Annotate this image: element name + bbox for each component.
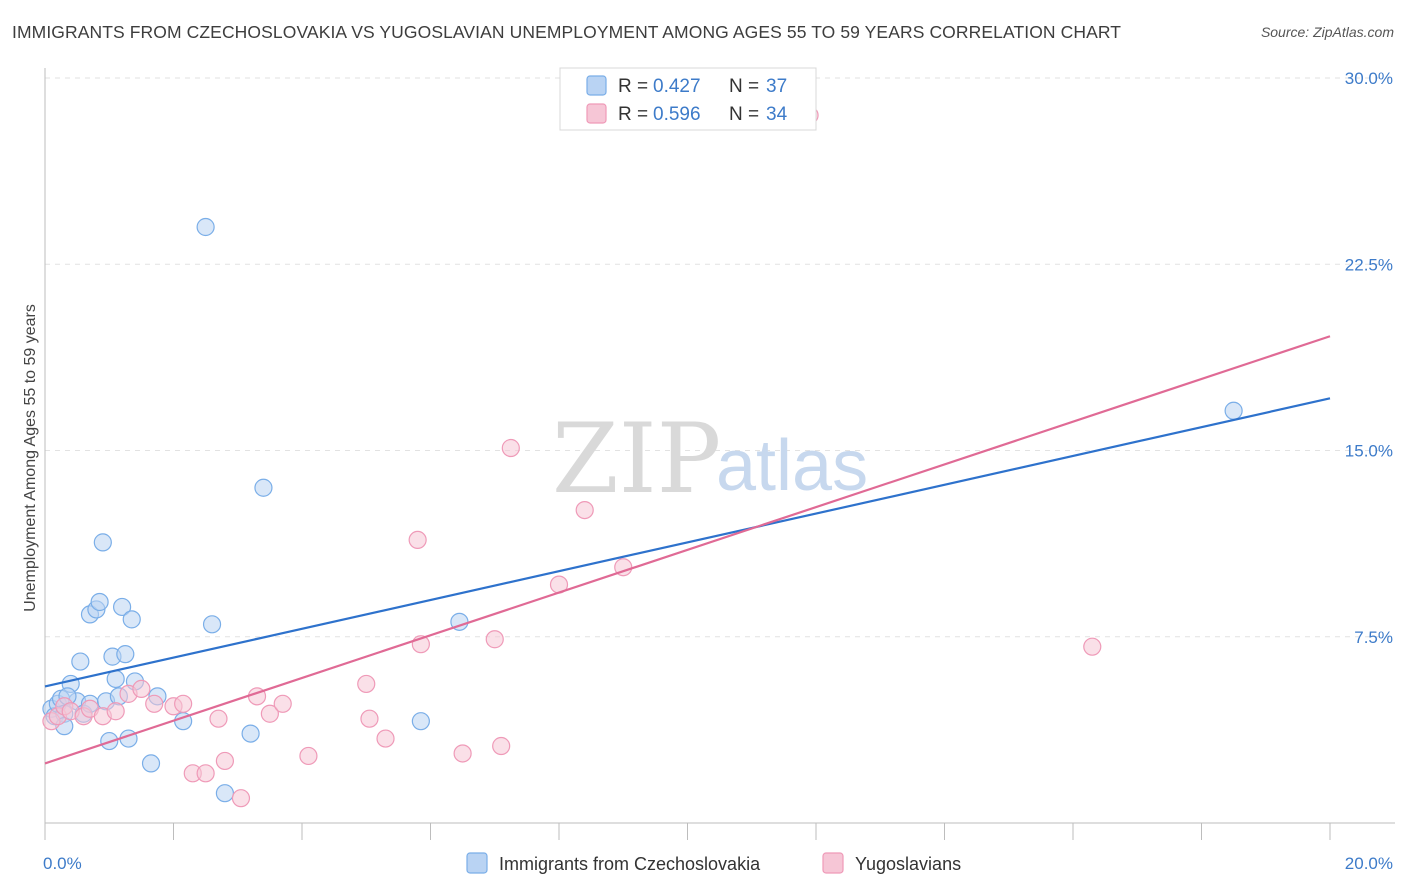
data-points (42, 106, 1243, 808)
point-czechoslovakia (196, 217, 215, 237)
point-czechoslovakia (116, 645, 135, 664)
trend-line-czechoslovakia (44, 397, 1331, 688)
point-yugoslavians (260, 704, 279, 723)
point-yugoslavians (145, 694, 164, 713)
point-czechoslovakia (112, 597, 132, 617)
point-czechoslovakia (71, 652, 90, 671)
point-czechoslovakia (1224, 401, 1243, 420)
point-yugoslavians (492, 736, 511, 756)
x-tick-label: 0.0% (43, 854, 82, 873)
legend-label-yugoslavians: Yugoslavians (855, 854, 961, 874)
source-attribution: Source: ZipAtlas.com (1260, 24, 1394, 40)
trend-line-yugoslavians (44, 335, 1331, 765)
legend-swatch-czechoslovakia (466, 852, 488, 874)
y-axis-label: Unemployment Among Ages 55 to 59 years (22, 304, 39, 612)
y-tick-label: 30.0% (1345, 69, 1393, 88)
y-tick-label: 7.5% (1354, 628, 1393, 647)
point-yugoslavians (215, 751, 234, 771)
legend-n-label: N = (729, 104, 759, 125)
legend-swatch-czechoslovakia (586, 75, 607, 96)
watermark-zip: ZIP (552, 403, 721, 515)
legend-r-label: R = (618, 104, 648, 125)
point-yugoslavians (376, 729, 395, 748)
point-yugoslavians (1083, 637, 1102, 656)
legend-swatch-yugoslavians (586, 103, 607, 124)
legend-r-label: R = (618, 76, 648, 97)
series-legend: Immigrants from Czechoslovakia Yugoslavi… (466, 852, 961, 874)
point-yugoslavians (357, 674, 376, 694)
point-czechoslovakia (122, 610, 141, 629)
point-yugoslavians (273, 694, 292, 713)
point-yugoslavians (174, 694, 193, 713)
point-yugoslavians (485, 630, 504, 649)
tick-labels: 7.5% 15.0% 22.5% 30.0% 0.0% 20.0% (43, 69, 1393, 873)
y-tick-label: 15.0% (1345, 442, 1393, 461)
legend-swatch-yugoslavians (822, 852, 844, 874)
legend-r-value: 0.596 (653, 104, 701, 125)
watermark-atlas: atlas (716, 426, 868, 506)
legend-label-czechoslovakia: Immigrants from Czechoslovakia (499, 854, 761, 874)
point-czechoslovakia (202, 615, 222, 634)
point-czechoslovakia (93, 533, 112, 552)
point-yugoslavians (209, 709, 228, 728)
point-czechoslovakia (411, 712, 430, 731)
point-yugoslavians (360, 709, 379, 728)
legend-r-value: 0.427 (653, 76, 701, 97)
point-yugoslavians (231, 789, 251, 808)
legend-n-value: 34 (766, 104, 788, 125)
point-yugoslavians (196, 764, 215, 783)
point-czechoslovakia (254, 478, 273, 497)
point-yugoslavians (501, 438, 520, 458)
point-czechoslovakia (90, 592, 109, 612)
watermark: ZIP atlas (552, 403, 868, 515)
y-tick-label: 22.5% (1345, 255, 1393, 274)
point-czechoslovakia (241, 724, 260, 743)
legend-n-value: 37 (766, 76, 787, 97)
legend-n-label: N = (729, 76, 759, 97)
point-yugoslavians (106, 702, 125, 721)
point-czechoslovakia (141, 754, 161, 773)
point-yugoslavians (575, 501, 594, 520)
stats-legend: R = 0.427 N = 37 R = 0.596 N = 34 (559, 67, 817, 131)
point-yugoslavians (299, 746, 318, 766)
x-tick-label: 20.0% (1345, 854, 1393, 873)
point-yugoslavians (408, 530, 427, 550)
point-czechoslovakia (215, 784, 234, 803)
point-yugoslavians (132, 679, 151, 699)
grid-lines (45, 77, 1395, 638)
axes (44, 68, 1395, 840)
point-yugoslavians (453, 744, 472, 763)
chart-title: IMMIGRANTS FROM CZECHOSLOVAKIA VS YUGOSL… (12, 22, 1122, 42)
trend-lines (44, 335, 1331, 765)
